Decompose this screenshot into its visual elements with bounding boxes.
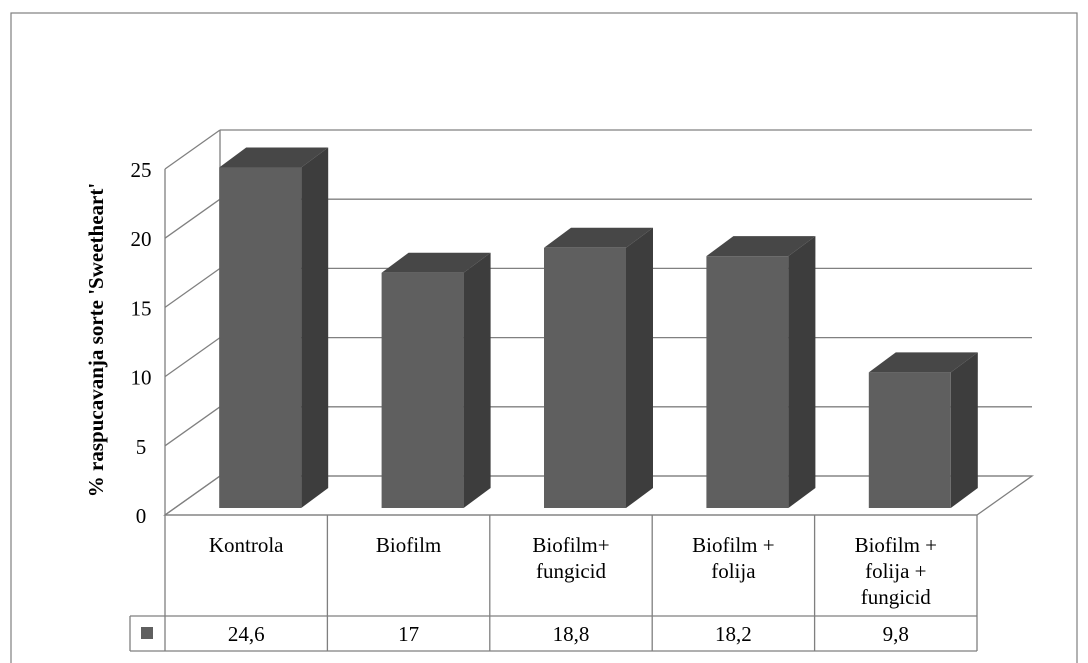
y-axis-title: % raspucavanja sorte 'Sweetheart' [84, 183, 108, 497]
data-label: 17 [398, 622, 419, 646]
bars [219, 147, 978, 509]
y-tick-label: 10 [131, 366, 152, 390]
x-tick-label: Biofilm + [855, 533, 937, 557]
x-tick-label: fungicid [861, 585, 931, 609]
x-tick-label: folija + [865, 559, 926, 583]
y-tick-label: 25 [131, 158, 152, 182]
side-gridline [164, 198, 221, 239]
y-tick-label: 20 [131, 227, 152, 251]
bar-top [868, 352, 978, 373]
bar-front [868, 372, 951, 508]
legend-key [141, 627, 153, 639]
x-tick-label: Biofilm+ [532, 533, 609, 557]
bar-side [626, 227, 653, 509]
bar-side [950, 352, 978, 508]
bar [868, 352, 978, 508]
bar-side [301, 147, 329, 508]
y-tick-label: 0 [136, 504, 147, 528]
bar [544, 227, 653, 509]
y-tick-label: 5 [136, 435, 147, 459]
bar-top [219, 147, 329, 168]
data-label: 18,2 [715, 622, 752, 646]
bar-top [706, 236, 816, 257]
x-tick-label: fungicid [536, 559, 606, 583]
bar-front [381, 272, 464, 508]
x-tick-label: Biofilm + [692, 533, 774, 557]
y-axis: 0 5 10 15 20 25 [131, 158, 166, 528]
bar-front [219, 167, 302, 508]
side-gridline [164, 267, 221, 308]
data-label: 18,8 [553, 622, 590, 646]
bar-front [706, 256, 789, 508]
bar-side [463, 252, 491, 508]
side-gridline [164, 475, 221, 516]
y-tick-label: 15 [131, 296, 152, 320]
x-tick-label: Kontrola [209, 533, 284, 557]
bar-top [544, 227, 653, 248]
data-label: 9,8 [883, 622, 909, 646]
data-label: 24,6 [228, 622, 265, 646]
side-gridline [164, 129, 221, 170]
x-tick-label: Biofilm [376, 533, 441, 557]
side-gridline [164, 337, 221, 378]
bar-front [544, 247, 626, 509]
x-tick-label: folija [711, 559, 756, 583]
bar-side [788, 236, 816, 508]
bar [381, 252, 491, 508]
bar [219, 147, 329, 508]
side-gridline [164, 406, 221, 447]
bar-top [381, 252, 491, 273]
bar [706, 236, 816, 508]
